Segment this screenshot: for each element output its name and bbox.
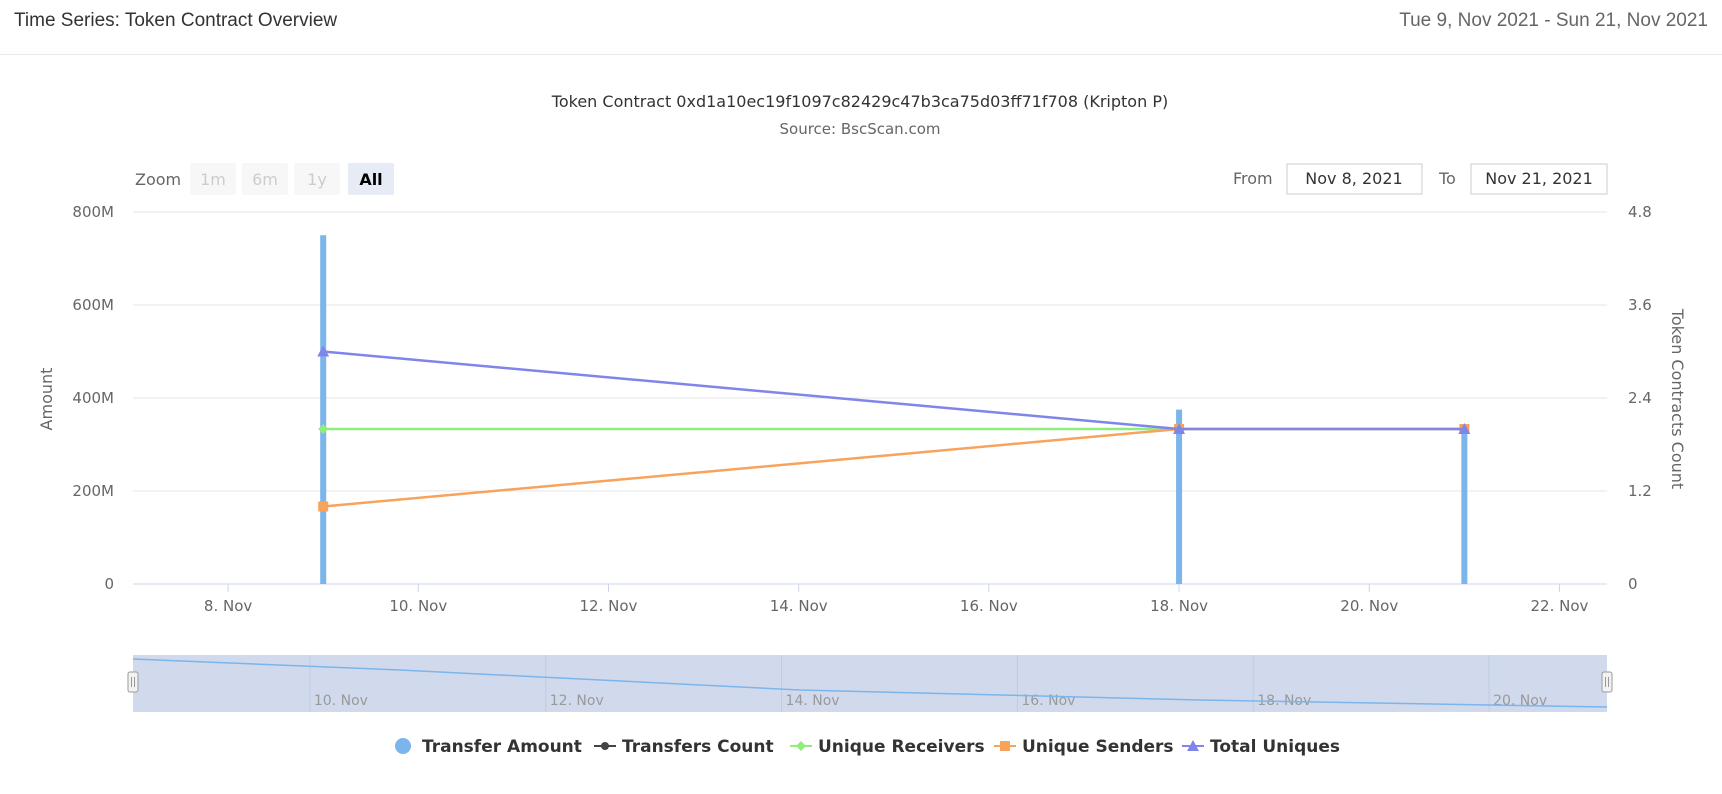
- page-title: Time Series: Token Contract Overview: [14, 10, 338, 31]
- x-tick-label: 22. Nov: [1530, 597, 1588, 615]
- zoom-button-label: 6m: [252, 170, 278, 189]
- legend-item-transfer-amount[interactable]: Transfer Amount: [395, 737, 582, 757]
- navigator-series: [132, 658, 1608, 708]
- legend: Transfer Amount Transfers Count Unique Rec…: [395, 737, 1340, 757]
- navigator-tick-label: 12. Nov: [550, 693, 604, 709]
- to-date-input[interactable]: [1470, 163, 1608, 195]
- range-selector: Zoom 1m 6m 1y All From Nov 8, 2021 To Nov 2…: [135, 163, 1608, 195]
- point-unique-receivers[interactable]: [318, 424, 329, 434]
- legend-item-transfers-count[interactable]: Transfers Count: [594, 737, 774, 757]
- from-label: From: [1233, 169, 1273, 188]
- y2-axis-title: Token Contracts Count: [1668, 308, 1687, 489]
- zoom-button-label: 1y: [307, 170, 327, 189]
- navigator-tick-label: 20. Nov: [1493, 693, 1547, 709]
- point-unique-senders[interactable]: [318, 501, 329, 512]
- legend-label: Unique Senders: [1022, 737, 1174, 757]
- navigator-left-handle[interactable]: [127, 671, 139, 693]
- line-total-uniques: [323, 350, 1465, 431]
- legend-label: Total Uniques: [1210, 737, 1340, 757]
- navigator-tick-label: 14. Nov: [786, 693, 840, 709]
- y2-tick-label: 0: [1628, 575, 1638, 593]
- legend-symbol-marker: [1187, 740, 1199, 751]
- zoom-button-6m[interactable]: [242, 163, 288, 195]
- legend-label: Transfer Amount: [422, 737, 582, 757]
- x-tick-label: 12. Nov: [580, 597, 638, 615]
- legend-symbol: [395, 738, 411, 754]
- legend-item-total-uniques[interactable]: Total Uniques: [1182, 737, 1340, 757]
- zoom-label: Zoom: [135, 170, 181, 189]
- x-tick-label: 16. Nov: [960, 597, 1018, 615]
- x-tick-label: 18. Nov: [1150, 597, 1208, 615]
- legend-item-unique-senders[interactable]: Unique Senders: [994, 737, 1174, 757]
- bar-transfer-amount[interactable]: [1176, 409, 1183, 584]
- x-tick-label: 14. Nov: [770, 597, 828, 615]
- legend-item-unique-receivers[interactable]: Unique Receivers: [790, 737, 985, 757]
- top-bar: Time Series: Token Contract Overview Tue…: [0, 0, 1722, 55]
- legend-label: Unique Receivers: [818, 737, 985, 757]
- from-date-value: Nov 8, 2021: [1305, 169, 1402, 188]
- zoom-button-label: All: [359, 170, 382, 189]
- navigator[interactable]: 10. Nov 12. Nov 14. Nov 16. Nov 18. Nov 20. N…: [127, 655, 1613, 712]
- x-tick-label: 8. Nov: [204, 597, 252, 615]
- to-label: To: [1438, 169, 1456, 188]
- date-range-label: Tue 9, Nov 2021 - Sun 21, Nov 2021: [1399, 10, 1708, 31]
- point-total-uniques[interactable]: [317, 345, 330, 357]
- y-tick-label: 200M: [72, 482, 114, 500]
- x-tick-label: 20. Nov: [1340, 597, 1398, 615]
- chart-title: Token Contract 0xd1a10ec19f1097c82429c47…: [551, 92, 1168, 111]
- to-date-value: Nov 21, 2021: [1485, 169, 1593, 188]
- zoom-button-1m[interactable]: [190, 163, 236, 195]
- plot-area: 0 0 200M 1.2 400M 2.4 600M 3.6 800M 4.8 8. Nov 10. …: [72, 203, 1651, 615]
- legend-label: Transfers Count: [622, 737, 774, 757]
- zoom-buttons: 1m 6m 1y All: [190, 163, 394, 195]
- legend-symbol-marker: [1000, 741, 1010, 751]
- y2-tick-label: 2.4: [1628, 389, 1652, 407]
- point-total-uniques[interactable]: [1173, 423, 1186, 434]
- y2-tick-label: 4.8: [1628, 203, 1652, 221]
- x-tick-label: 10. Nov: [389, 597, 447, 615]
- point-total-uniques[interactable]: [1458, 423, 1471, 434]
- y-tick-label: 400M: [72, 389, 114, 407]
- zoom-button-1y[interactable]: [294, 163, 340, 195]
- legend-symbol-marker: [796, 741, 806, 751]
- y2-tick-label: 1.2: [1628, 482, 1652, 500]
- y-tick-label: 800M: [72, 203, 114, 221]
- bar-transfer-amount[interactable]: [320, 235, 327, 584]
- from-date-input[interactable]: [1286, 163, 1423, 195]
- y2-tick-label: 3.6: [1628, 296, 1652, 314]
- navigator-tick-label: 10. Nov: [314, 693, 368, 709]
- y-axis-title: Amount: [37, 368, 56, 431]
- bar-transfer-amount[interactable]: [1461, 430, 1468, 584]
- y-tick-label: 0: [104, 575, 114, 593]
- chart-subtitle: Source: BscScan.com: [780, 120, 941, 138]
- navigator-right-handle[interactable]: [1601, 671, 1613, 693]
- legend-symbol-marker: [601, 742, 609, 750]
- zoom-button-label: 1m: [200, 170, 226, 189]
- zoom-button-All[interactable]: [348, 163, 394, 195]
- y-tick-label: 600M: [72, 296, 114, 314]
- line-unique-senders: [323, 427, 1465, 508]
